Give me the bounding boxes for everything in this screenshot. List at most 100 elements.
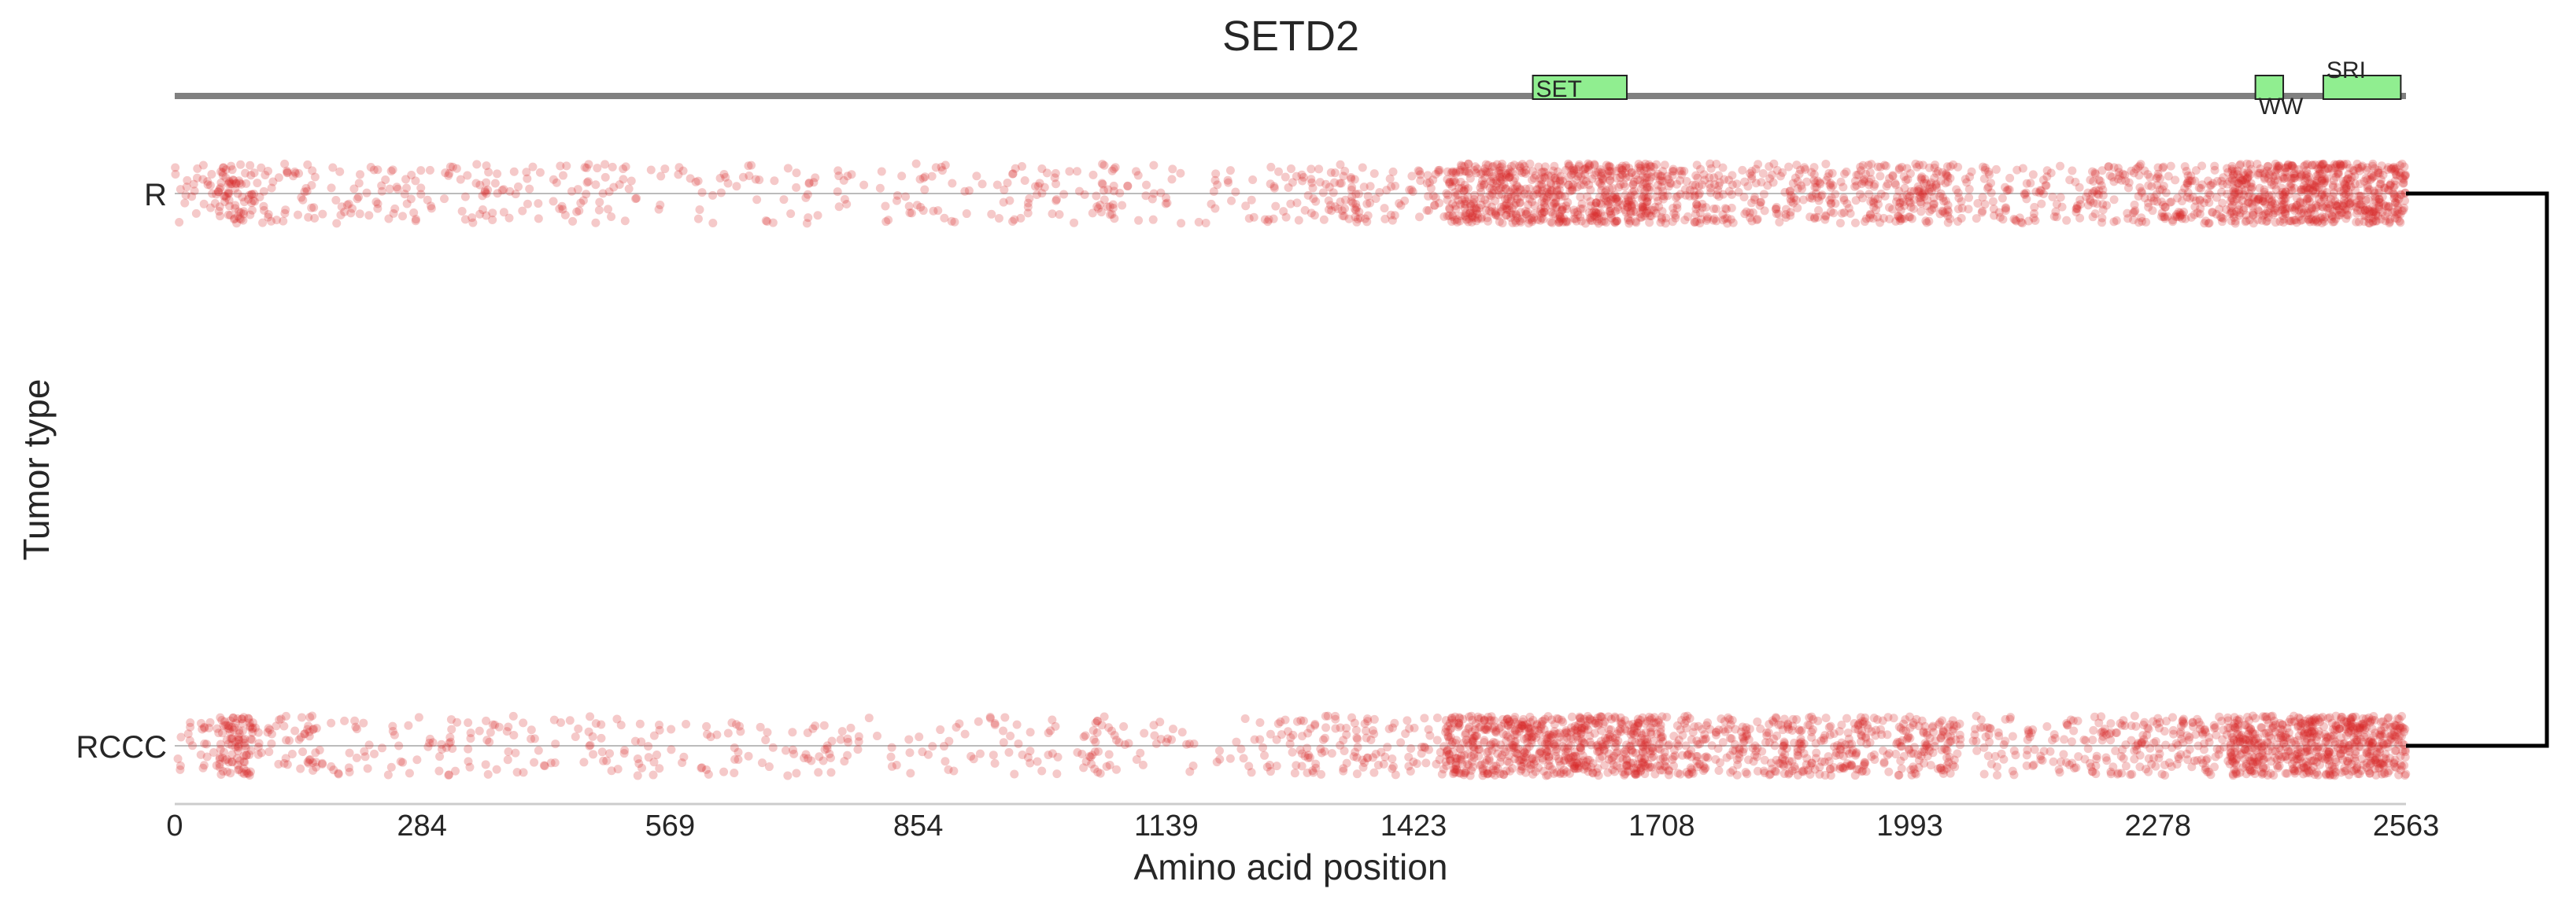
mutation-point (1536, 207, 1545, 216)
mutation-point (1097, 179, 1107, 188)
mutation-point (843, 751, 852, 760)
mutation-point (392, 183, 401, 192)
mutation-point (1387, 182, 1396, 191)
mutation-point (1668, 171, 1677, 180)
mutation-point (2087, 189, 2097, 198)
mutation-point (2254, 207, 2264, 216)
mutation-point (1490, 207, 1499, 216)
mutation-point (960, 186, 970, 196)
mutation-point (1656, 172, 1665, 181)
mutation-point (1811, 189, 1820, 198)
mutation-point (1712, 190, 1721, 199)
mutation-point (2052, 199, 2061, 208)
mutation-point (947, 216, 956, 226)
mutation-point (2332, 160, 2341, 169)
mutation-point (1712, 160, 1721, 169)
mutation-point (1916, 199, 1926, 208)
mutation-point (1978, 162, 1987, 172)
mutation-point (1902, 164, 1912, 173)
mutation-point (216, 713, 225, 722)
mutation-point (475, 180, 485, 190)
mutation-point (1600, 188, 1610, 197)
mutation-point (2246, 184, 2256, 194)
mutation-point (990, 758, 1000, 768)
mutation-point (1495, 177, 1505, 186)
mutation-point (1513, 187, 1522, 197)
mutation-point (2320, 212, 2330, 222)
mutation-point (1714, 725, 1724, 735)
mutation-point (2183, 180, 2193, 190)
mutation-point (1825, 196, 1835, 205)
mutation-point (2358, 161, 2367, 171)
mutation-point (1483, 213, 1492, 223)
mutation-point (344, 199, 353, 208)
mutation-point (2031, 216, 2040, 225)
mutation-point (2350, 172, 2360, 181)
mutation-point (457, 206, 467, 216)
mutation-point (2180, 183, 2190, 193)
domain-label: SRI (2327, 57, 2366, 83)
mutation-point (1104, 750, 1114, 759)
mutation-point (2094, 175, 2104, 185)
mutation-point (2366, 175, 2375, 184)
mutation-point (1569, 167, 1579, 176)
mutation-point (253, 179, 262, 188)
mutation-point (1821, 714, 1831, 723)
mutation-point (2246, 164, 2256, 174)
mutation-point (2275, 190, 2285, 200)
mutation-point (1059, 190, 1069, 199)
mutation-point (1366, 198, 1375, 208)
mutation-point (453, 717, 462, 727)
mutation-point (1788, 198, 1798, 208)
mutation-point (203, 177, 213, 186)
mutation-point (175, 218, 184, 227)
mutation-point (2261, 217, 2271, 227)
mutation-point (1480, 179, 1489, 189)
mutation-point (2380, 183, 2389, 193)
mutation-point (257, 748, 266, 758)
mutation-point (1531, 171, 1540, 180)
mutation-point (2042, 181, 2051, 190)
mutation-point (1610, 218, 1620, 227)
mutation-point (1331, 711, 1340, 721)
mutation-point (2275, 217, 2285, 227)
mutation-point (1738, 165, 1747, 175)
mutation-point (2071, 177, 2080, 186)
mutation-point (1748, 208, 1757, 217)
mutation-point (1636, 202, 1646, 212)
mutation-point (307, 203, 316, 212)
mutation-point (1567, 186, 1576, 195)
mutation-point (1894, 164, 1904, 173)
mutation-point (804, 213, 813, 223)
mutation-point (1657, 732, 1666, 742)
mutation-point (1472, 216, 1481, 226)
mutation-point (1916, 207, 1926, 216)
mutation-point (2030, 202, 2039, 212)
mutation-point (1551, 197, 1561, 207)
mutation-point (488, 216, 497, 225)
mutation-point (2097, 218, 2107, 227)
mutation-point (2280, 207, 2290, 216)
mutation-point (1641, 159, 1650, 168)
mutation-point (872, 731, 881, 740)
mutation-point (2242, 174, 2252, 183)
mutation-point (604, 187, 614, 197)
mutation-point (1985, 724, 1994, 733)
mutation-point (1894, 212, 1903, 221)
mutation-point (1111, 163, 1120, 172)
mutation-point (1298, 176, 1307, 186)
mutation-point (1375, 188, 1384, 197)
mutation-point (2245, 160, 2255, 169)
mutation-point (216, 212, 225, 221)
mutation-point (585, 741, 594, 751)
mutation-point (2280, 189, 2290, 198)
mutation-point (233, 189, 242, 198)
mutation-point (1711, 754, 1720, 764)
mutation-point (1533, 185, 1543, 194)
mutation-point (328, 163, 338, 172)
mutation-point (1099, 186, 1108, 195)
mutation-point (1555, 213, 1565, 223)
mutation-point (1482, 766, 1491, 776)
mutation-point (1780, 750, 1790, 759)
mutation-point (695, 205, 704, 215)
